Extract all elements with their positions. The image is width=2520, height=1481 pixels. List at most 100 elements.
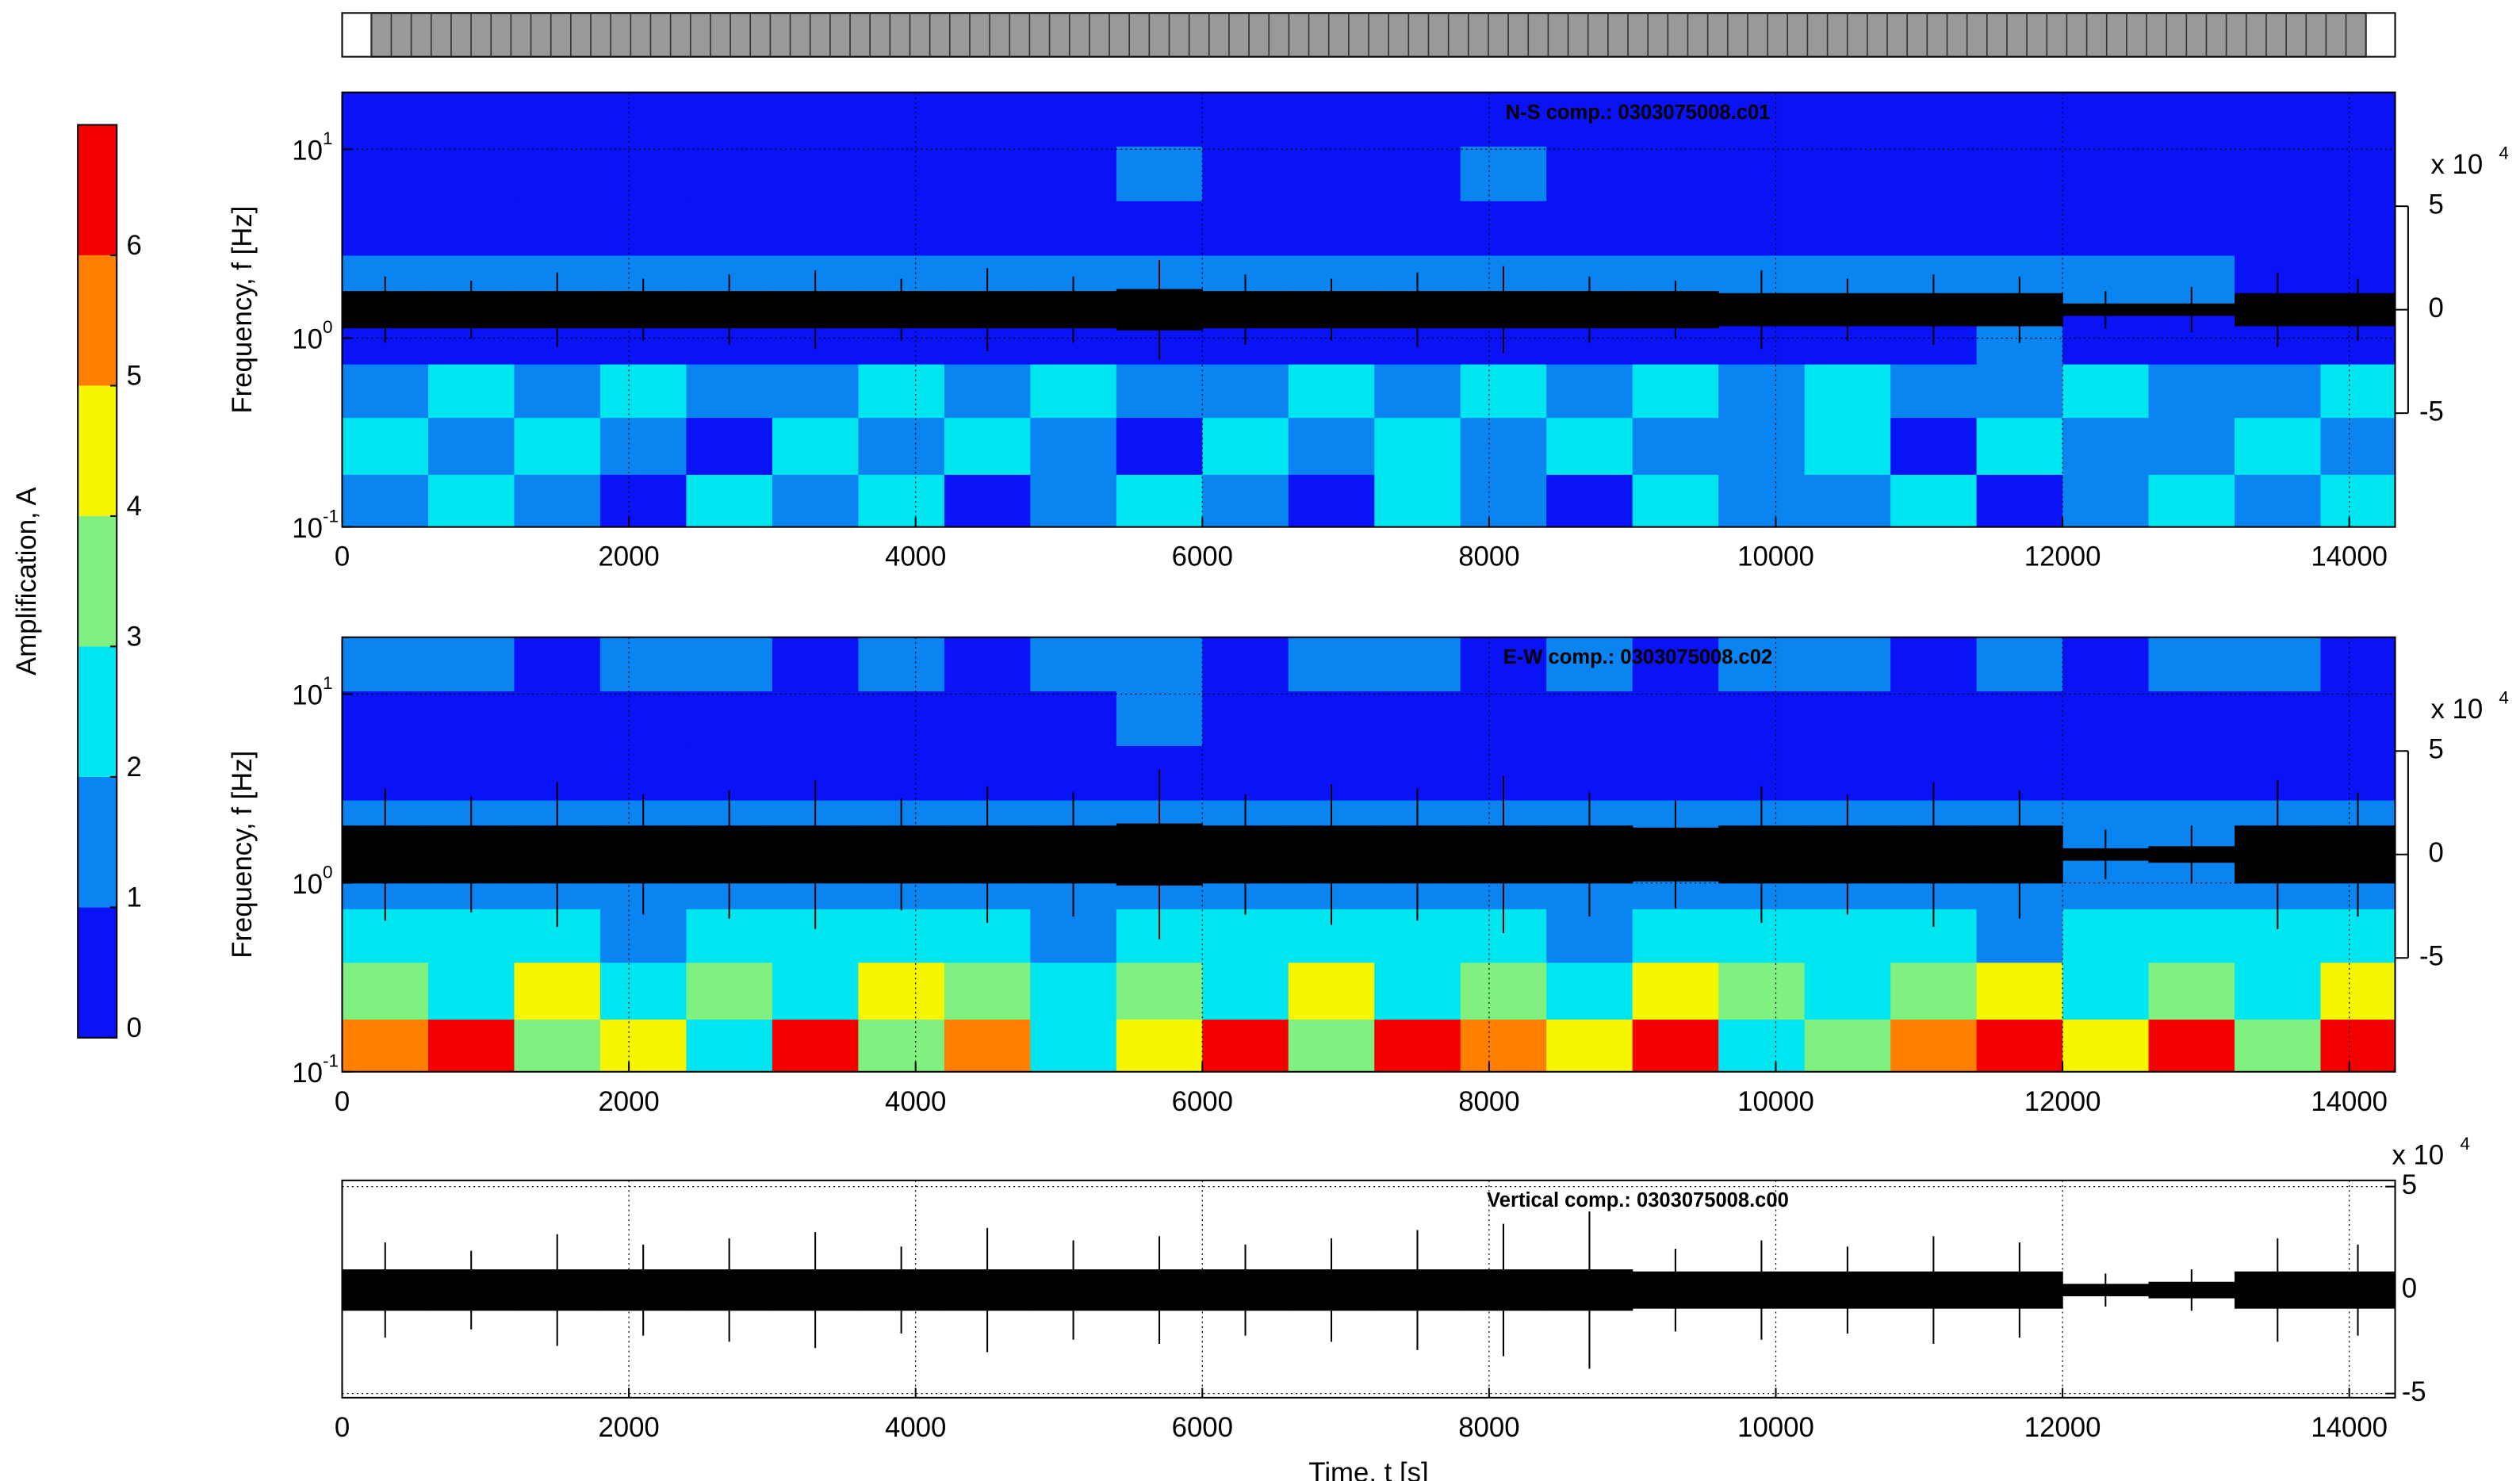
spectrogram-cell — [2062, 745, 2150, 801]
panel-title: N-S comp.: 0303075008.c01 — [1506, 101, 1771, 124]
y-tick-exponent: 0 — [323, 317, 333, 337]
spectrogram-cell — [2062, 962, 2150, 1020]
spectrogram-cell — [1804, 474, 1891, 528]
spectrogram-cell — [1546, 691, 1633, 746]
spectrogram-cell — [1116, 962, 1203, 1020]
x-tick-label: 8000 — [1458, 1087, 1519, 1117]
spectrogram-cell — [1890, 364, 1978, 419]
spectrogram-cell — [686, 474, 773, 528]
spectrogram-cell — [772, 474, 859, 528]
colorbar-tick-label: 2 — [127, 752, 142, 783]
spectrogram-cell — [1804, 637, 1891, 691]
spectrogram-cell — [1202, 637, 1289, 691]
y-tick-label: -5 — [2402, 1377, 2426, 1407]
spectrogram-cell — [599, 691, 687, 746]
spectrogram-cell — [1804, 92, 1891, 147]
spectrogram-cell — [427, 962, 515, 1020]
spectrogram-cell — [2320, 364, 2396, 419]
spectrogram-cell — [2320, 691, 2396, 746]
spectrogram-cell — [1546, 146, 1633, 201]
spectrogram-cell — [2148, 962, 2235, 1020]
spectrogram-cell — [944, 1019, 1031, 1073]
spectrogram-cell — [1546, 909, 1633, 963]
spectrogram-cell — [858, 146, 945, 201]
spectrogram-cell — [2148, 364, 2235, 419]
spectrogram-cell — [1030, 691, 1117, 746]
y2-tick-label: 5 — [2429, 734, 2444, 764]
spectrogram-cell — [2148, 474, 2235, 528]
spectrogram-cell — [686, 691, 773, 746]
spectrogram-cell — [1116, 1019, 1203, 1073]
y-tick-exponent: -1 — [323, 506, 339, 526]
spectrogram-cell — [686, 962, 773, 1020]
spectrogram-cell — [1374, 417, 1461, 475]
spectrogram-cell — [1890, 474, 1978, 528]
spectrogram-cell — [1030, 637, 1117, 691]
spectrogram-cell — [2062, 146, 2150, 201]
spectrogram-cell — [2148, 745, 2235, 801]
spectrogram-cell — [772, 92, 859, 147]
spectrogram-cell — [1976, 417, 2063, 475]
spectrogram-cell — [858, 474, 945, 528]
spectrogram-cell — [858, 1019, 945, 1073]
spectrogram-cell — [1030, 146, 1117, 201]
spectrogram-cell — [2062, 92, 2150, 147]
spectrogram-cell — [1890, 1019, 1978, 1073]
spectrogram-cell — [1890, 691, 1978, 746]
spectrogram-cell — [772, 637, 859, 691]
x-tick-label: 2000 — [598, 542, 659, 572]
spectrogram-cell — [1202, 745, 1289, 801]
spectrogram-cell — [1976, 474, 2063, 528]
y2-multiplier: x 10 — [2431, 150, 2484, 180]
spectrogram-cell — [944, 637, 1031, 691]
colorbar-segment — [78, 385, 117, 516]
y-tick-exponent: 0 — [323, 862, 333, 882]
spectrogram-cell — [2148, 691, 2235, 746]
spectrogram-cell — [1718, 92, 1806, 147]
spectrogram-cell — [1460, 691, 1547, 746]
spectrogram-cell — [514, 201, 601, 256]
y-tick-exponent: -1 — [323, 1050, 339, 1070]
spectrogram-cell — [599, 201, 687, 256]
y2-multiplier-exponent: 4 — [2499, 688, 2509, 708]
panel: -5 0 5x 10 4 Time, t [s] 0 2000 4000 6000 8000 100… — [335, 1134, 2470, 1481]
spectrogram-cell — [1116, 92, 1203, 147]
y-axis-label: Frequency, f [Hz] — [228, 206, 258, 414]
spectrogram-cell — [342, 146, 429, 201]
spectrogram-cell — [599, 745, 687, 801]
colorbar-segment — [78, 515, 117, 647]
spectrogram-cell — [1030, 909, 1117, 963]
colorbar-tick-label: 0 — [127, 1013, 142, 1043]
spectrogram-cell — [2235, 474, 2322, 528]
spectrogram-cell — [2062, 1019, 2150, 1073]
spectrogram-cell — [1288, 1019, 1375, 1073]
y-tick-exponent: 1 — [323, 128, 333, 148]
spectrogram-cell — [1374, 146, 1461, 201]
spectrogram-cell — [599, 1019, 687, 1073]
spectrogram-cell — [427, 637, 515, 691]
spectrogram-cell — [1546, 745, 1633, 801]
spectrogram-cell — [858, 417, 945, 475]
spectrogram-cell — [1288, 146, 1375, 201]
y-tick-label: 10 — [292, 136, 323, 166]
x-tick-label: 6000 — [1172, 542, 1233, 572]
y2-tick-label: 0 — [2429, 293, 2444, 323]
y-multiplier-exponent: 4 — [2460, 1134, 2470, 1154]
spectrogram-cell — [1030, 417, 1117, 475]
spectrogram-cell — [2320, 909, 2396, 963]
spectrogram-cell — [772, 417, 859, 475]
y-tick-label: 10 — [292, 1058, 323, 1089]
y2-tick-label: -5 — [2419, 396, 2444, 427]
spectrogram-cell — [342, 201, 429, 256]
spectrogram-cell — [1116, 201, 1203, 256]
spectrogram-cell — [2235, 146, 2322, 201]
x-tick-label: 2000 — [598, 1087, 659, 1117]
spectrogram-cell — [1202, 201, 1289, 256]
plot-frame — [341, 91, 2396, 528]
spectrogram-cell — [2320, 417, 2396, 475]
spectrogram-cell — [2320, 745, 2396, 801]
spectrogram-cell — [1030, 745, 1117, 801]
spectrogram-cell — [1460, 201, 1547, 256]
y-tick-label: 10 — [292, 514, 323, 544]
spectrogram-cell — [1374, 1019, 1461, 1073]
